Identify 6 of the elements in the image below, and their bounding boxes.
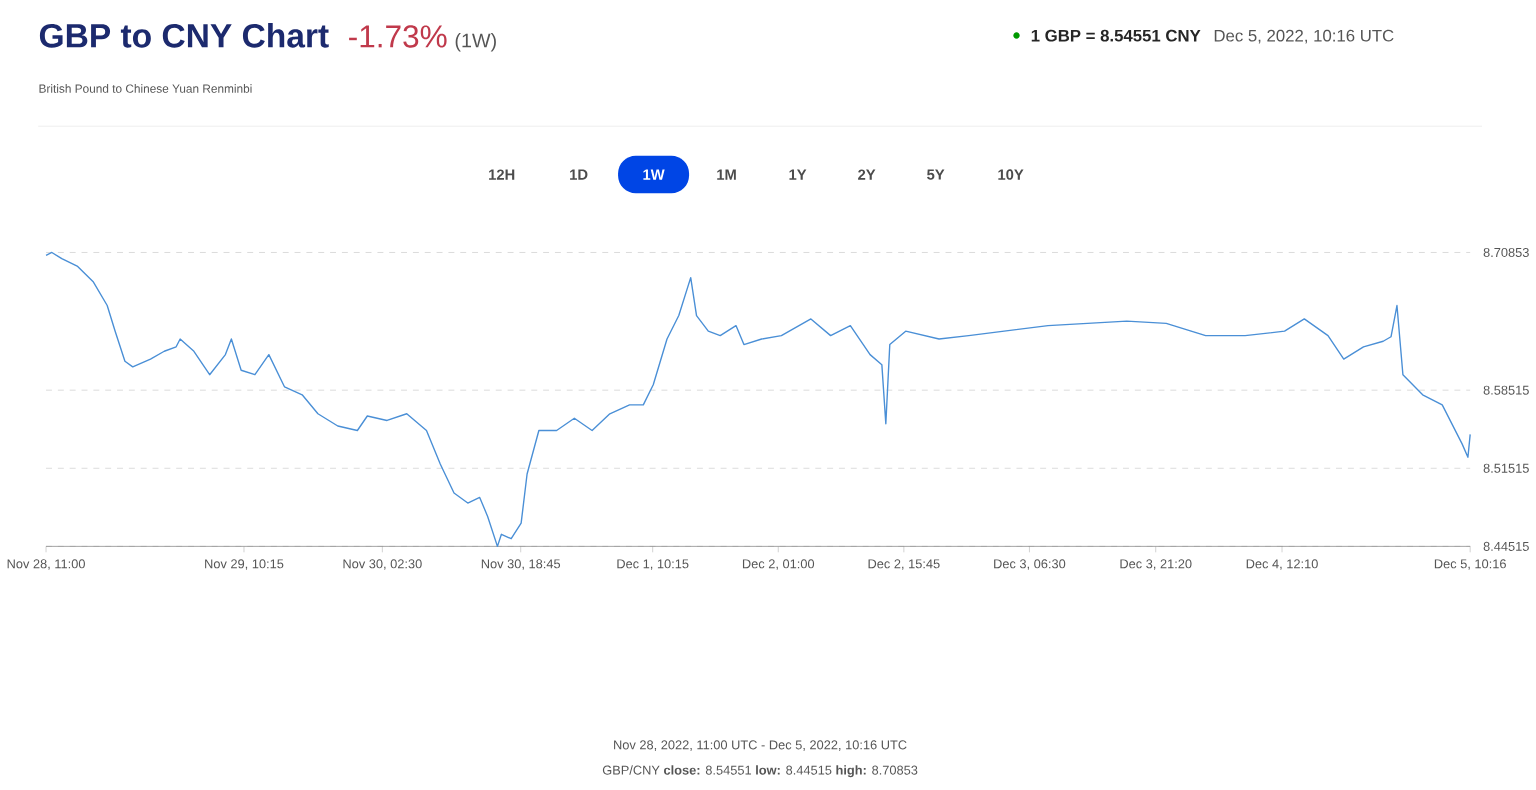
text: 1 GBP = 8.54551 CNY <box>1031 30 1201 43</box>
text: (1W) <box>455 33 496 52</box>
text: -1.73% <box>349 25 447 49</box>
text: Dec 5, 2022, 10:16 UTC <box>1214 30 1394 45</box>
chart-title: GBP to CNY Chart <box>39 23 329 49</box>
line-series <box>45 252 1471 548</box>
